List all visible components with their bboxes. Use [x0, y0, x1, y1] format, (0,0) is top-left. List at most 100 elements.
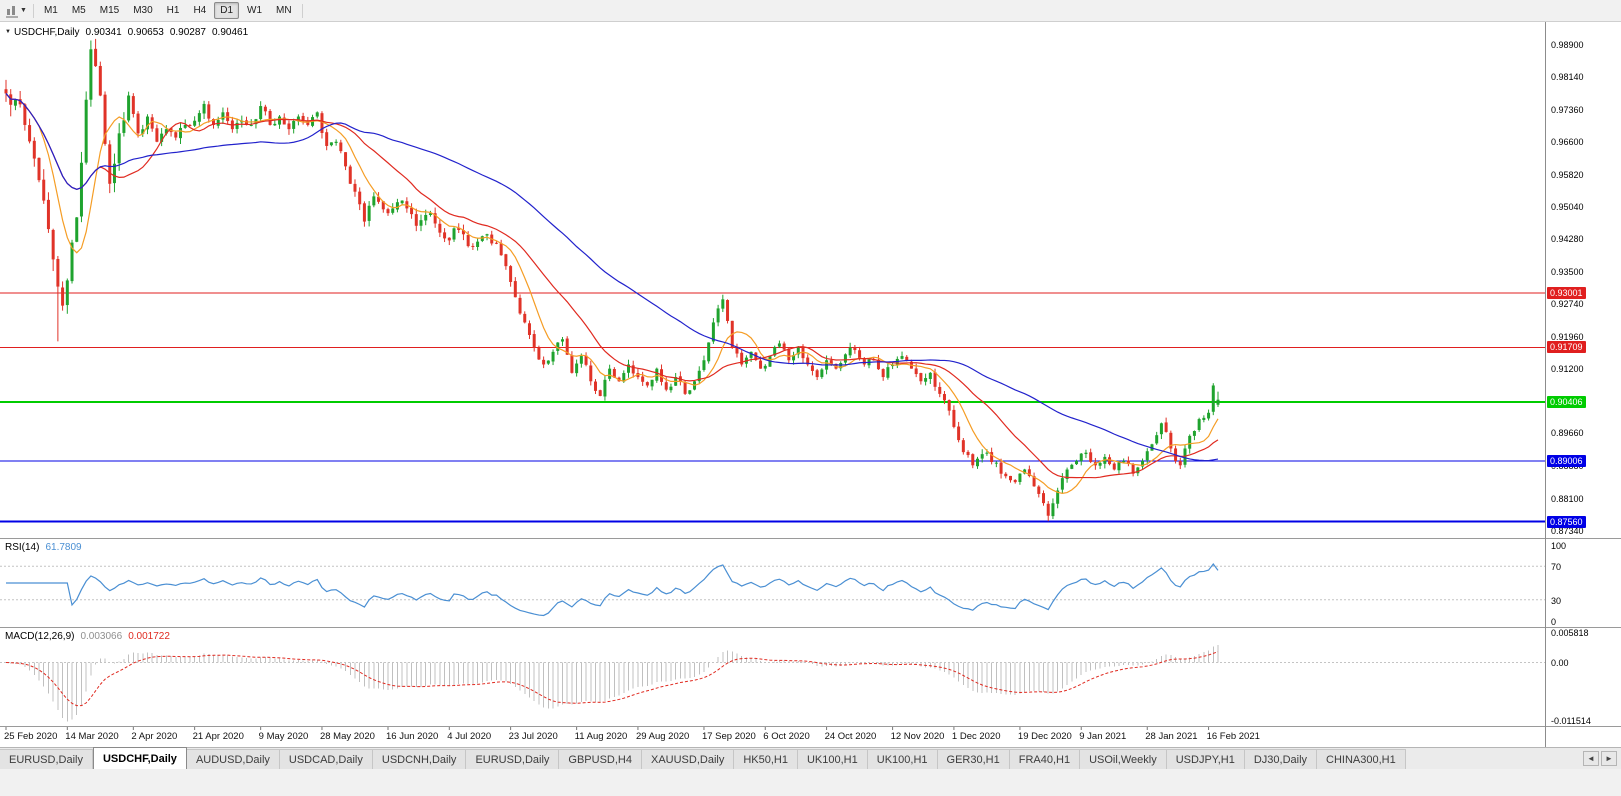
price-axis-label: 0.94280 — [1551, 234, 1584, 245]
svg-text:6 Oct 2020: 6 Oct 2020 — [763, 731, 809, 742]
svg-text:4 Jul 2020: 4 Jul 2020 — [447, 731, 491, 742]
price-axis-label: 0.98140 — [1551, 72, 1584, 83]
chart-tab-6-gbpusd-h4[interactable]: GBPUSD,H4 — [559, 749, 642, 769]
toolbar-separator — [32, 3, 34, 18]
macd-title: MACD(12,26,9) — [5, 631, 75, 642]
chart-region: 25 Feb 2020 14 Mar 2020 2 Apr 2020 21 Apr 2… — [0, 22, 1621, 747]
chart-tool-dropdown-icon[interactable]: ▼ — [20, 7, 27, 14]
pane-dividers[interactable] — [0, 538, 1545, 727]
price-axis-label: 0.92740 — [1551, 298, 1584, 309]
macd-axis-label: 0.005818 — [1551, 627, 1589, 638]
tab-scroll-right-icon[interactable]: ► — [1601, 750, 1617, 766]
rsi-value: 61.7809 — [45, 542, 82, 553]
price-axis-label: 0.93500 — [1551, 267, 1584, 278]
svg-text:24 Oct 2020: 24 Oct 2020 — [825, 731, 877, 742]
chart-tab-5-eurusd-daily[interactable]: EURUSD,Daily — [466, 749, 560, 769]
price-axis-label: 0.89660 — [1551, 428, 1584, 439]
price-axis-label: 0.95820 — [1551, 169, 1584, 180]
axis-pane-divider — [1546, 538, 1621, 539]
toolbar-separator — [301, 3, 303, 18]
svg-text:16 Jun 2020: 16 Jun 2020 — [386, 731, 438, 742]
svg-text:12 Nov 2020: 12 Nov 2020 — [891, 731, 945, 742]
timeframe-button-h1[interactable]: H1 — [166, 5, 180, 16]
chart-tab-15-dj30-daily[interactable]: DJ30,Daily — [1244, 749, 1318, 769]
chart-tab-11-ger30-h1[interactable]: GER30,H1 — [937, 749, 1010, 769]
svg-text:29 Aug 2020: 29 Aug 2020 — [636, 731, 689, 742]
svg-text:2 Apr 2020: 2 Apr 2020 — [131, 731, 177, 742]
price-axis-label: 0.88100 — [1551, 493, 1584, 504]
timeframe-button-m1[interactable]: M1 — [43, 5, 58, 16]
timeframe-button-m15[interactable]: M15 — [99, 5, 120, 16]
chart-tab-3-usdcad-daily[interactable]: USDCAD,Daily — [279, 749, 373, 769]
timeframe-button-m30[interactable]: M30 — [133, 5, 153, 16]
rsi-title: RSI(14) — [5, 542, 40, 553]
chart-tab-1-usdchf-daily[interactable]: USDCHF,Daily — [92, 747, 187, 769]
symbol-dropdown-icon[interactable]: ▼ — [5, 29, 11, 36]
price-axis-label: 0.97360 — [1551, 104, 1584, 115]
level-price-tag: 0.87560 — [1547, 515, 1586, 528]
macd-pane — [0, 645, 1545, 722]
price-axis-label: 0.96600 — [1551, 136, 1584, 147]
axis-pane-divider — [1546, 726, 1621, 727]
chart-tool-icon[interactable] — [4, 3, 20, 19]
timeframe-toolbar: ▼ M1 M5 M15 M30 H1 H4 D1 W1 MN — [0, 0, 1621, 22]
timeframe-button-d1[interactable]: D1 — [214, 2, 240, 19]
svg-text:23 Jul 2020: 23 Jul 2020 — [509, 731, 558, 742]
chart-tab-0-eurusd-daily[interactable]: EURUSD,Daily — [0, 749, 93, 769]
chart-tab-10-uk100-h1[interactable]: UK100,H1 — [867, 749, 938, 769]
macd-axis-label: -0.011514 — [1551, 715, 1591, 726]
rsi-axis-label: 30 — [1551, 595, 1562, 606]
svg-text:14 Mar 2020: 14 Mar 2020 — [65, 731, 118, 742]
price-axis-label: 0.87340 — [1551, 525, 1584, 536]
chart-tabs: EURUSD,Daily USDCHF,Daily AUDUSD,Daily USDC… — [0, 747, 1406, 769]
chart-tab-8-hk50-h1[interactable]: HK50,H1 — [734, 749, 798, 769]
svg-text:9 Jan 2021: 9 Jan 2021 — [1079, 731, 1126, 742]
time-axis[interactable]: 25 Feb 2020 14 Mar 2020 2 Apr 2020 21 Apr 2… — [4, 727, 1260, 742]
price-axis-label: 0.91200 — [1551, 363, 1584, 374]
price-axis-label: 0.98900 — [1551, 40, 1584, 51]
macd-signal-value: 0.001722 — [128, 631, 170, 642]
level-price-tag: 0.91709 — [1547, 341, 1586, 354]
svg-text:17 Sep 2020: 17 Sep 2020 — [702, 731, 756, 742]
rsi-line — [6, 563, 1219, 617]
chart-tab-7-xauusd-daily[interactable]: XAUUSD,Daily — [641, 749, 735, 769]
level-price-tag: 0.90406 — [1547, 396, 1586, 409]
chart-tab-14-usdjpy-h1[interactable]: USDJPY,H1 — [1166, 749, 1245, 769]
macd-signal-line — [5, 651, 1219, 707]
svg-text:11 Aug 2020: 11 Aug 2020 — [575, 731, 628, 742]
macd-main-value: 0.003066 — [80, 631, 123, 642]
svg-text:25 Feb 2020: 25 Feb 2020 — [4, 731, 57, 742]
moving-average-lines — [5, 93, 1219, 494]
timeframe-buttons: M1 M5 M15 M30 H1 H4 D1 W1 MN — [38, 2, 298, 19]
svg-text:21 Apr 2020: 21 Apr 2020 — [193, 731, 244, 742]
chart-tab-9-uk100-h1[interactable]: UK100,H1 — [797, 749, 868, 769]
svg-text:28 Jan 2021: 28 Jan 2021 — [1145, 731, 1197, 742]
price-axis-label: 0.91960 — [1551, 331, 1584, 342]
chart-tab-16-china300-h1[interactable]: CHINA300,H1 — [1317, 749, 1406, 769]
candlestick-series — [4, 38, 1220, 522]
chart-ohlc-header: ▼ USDCHF,Daily 0.90341 0.90653 0.90287 0.9046… — [5, 27, 248, 38]
rsi-axis-label: 100 — [1551, 541, 1567, 551]
rsi-indicator-header: RSI(14) 61.7809 — [5, 542, 82, 553]
timeframe-button-mn[interactable]: MN — [276, 5, 292, 16]
price-chart-canvas[interactable]: 25 Feb 2020 14 Mar 2020 2 Apr 2020 21 Apr 2… — [0, 22, 1545, 747]
chart-tab-2-audusd-daily[interactable]: AUDUSD,Daily — [186, 749, 280, 769]
price-axis[interactable]: 0.98900 0.98140 0.97360 0.96600 0.95820 0.950… — [1545, 22, 1621, 747]
timeframe-button-w1[interactable]: W1 — [247, 5, 263, 16]
timeframe-button-h4[interactable]: H4 — [193, 5, 207, 16]
svg-text:28 May 2020: 28 May 2020 — [320, 731, 375, 742]
chart-tab-13-usoil-weekly[interactable]: USOil,Weekly — [1080, 749, 1167, 769]
macd-histogram — [10, 645, 1219, 722]
axis-pane-divider — [1546, 627, 1621, 628]
level-price-tag: 0.89006 — [1547, 454, 1586, 467]
low-value: 0.90287 — [169, 27, 206, 38]
svg-text:19 Dec 2020: 19 Dec 2020 — [1018, 731, 1072, 742]
tab-scroll-left-icon[interactable]: ◄ — [1583, 750, 1599, 766]
timeframe-button-m5[interactable]: M5 — [71, 5, 86, 16]
horizontal-level-lines — [0, 292, 1545, 523]
rsi-axis-label: 0 — [1551, 617, 1557, 627]
chart-tab-12-fra40-h1[interactable]: FRA40,H1 — [1009, 749, 1081, 769]
rsi-axis-label: 70 — [1551, 562, 1562, 573]
chart-tab-4-usdcnh-daily[interactable]: USDCNH,Daily — [372, 749, 467, 769]
open-value: 0.90341 — [85, 27, 122, 38]
